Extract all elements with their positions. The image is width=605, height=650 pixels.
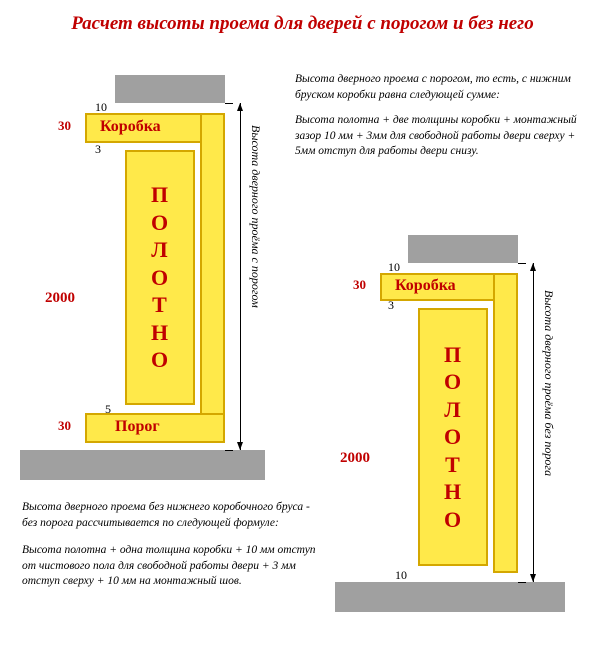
page-title: Расчет высоты проема для дверей с порого…	[0, 0, 605, 43]
left-threshold-mm: 30	[58, 418, 71, 434]
right-leaf: П О Л О Т Н О	[418, 308, 488, 566]
right-floor	[335, 582, 565, 612]
right-leaf-mm: 2000	[340, 450, 370, 467]
left-frame-label: Коробка	[100, 118, 161, 136]
right-ceiling	[408, 235, 518, 263]
left-floor	[20, 450, 265, 480]
right-leaf-label: П О Л О Т Н О	[444, 341, 462, 534]
right-height-tick-bot	[518, 582, 526, 583]
left-leaf-label: П О Л О Т Н О	[151, 181, 169, 374]
left-leaf-mm: 2000	[45, 290, 75, 307]
left-ceiling	[115, 75, 225, 103]
desc-bottom: Высота дверного проема без нижнего короб…	[22, 500, 322, 590]
right-frame-right	[493, 273, 518, 573]
right-leaf-gap-top: 3	[388, 298, 394, 313]
left-height-tick-top	[225, 103, 233, 104]
left-frame-mm: 30	[58, 118, 71, 134]
right-height-tick-top	[518, 263, 526, 264]
left-leaf-gap-top: 3	[95, 142, 101, 157]
left-height-tick-bot	[225, 450, 233, 451]
desc-bottom-p2: Высота полотна + одна толщина коробки + …	[22, 543, 322, 590]
desc-top-p2: Высота полотна + две толщины коробки + м…	[295, 113, 590, 160]
right-frame-mm: 30	[353, 277, 366, 293]
desc-bottom-p1: Высота дверного проема без нижнего короб…	[22, 500, 322, 531]
desc-top-p1: Высота дверного проема с порогом, то ест…	[295, 72, 590, 103]
desc-top: Высота дверного проема с порогом, то ест…	[295, 72, 590, 160]
right-height-line	[533, 263, 534, 582]
left-height-line	[240, 103, 241, 450]
left-leaf: П О Л О Т Н О	[125, 150, 195, 405]
left-frame-right	[200, 113, 225, 443]
right-bottom-gap: 10	[395, 568, 407, 583]
left-height-label: Высота дверного проёма с порогом	[248, 125, 263, 425]
right-frame-label: Коробка	[395, 277, 456, 295]
right-height-label: Высота дверного проёма без порога	[541, 290, 556, 570]
left-threshold-label: Порог	[115, 418, 160, 436]
